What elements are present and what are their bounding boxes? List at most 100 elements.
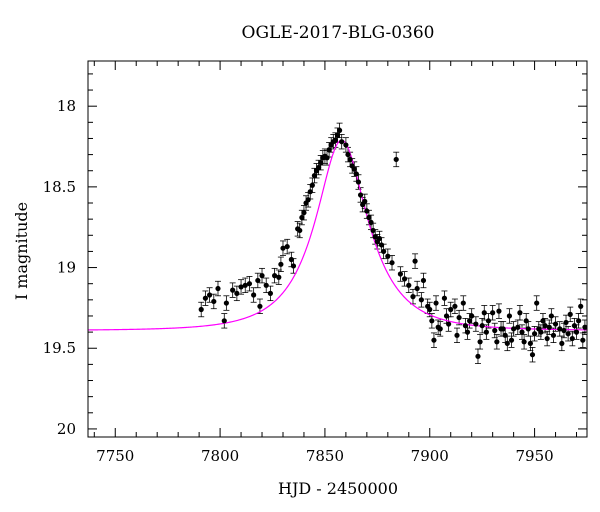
- data-point: [389, 260, 395, 266]
- data-point: [496, 308, 502, 314]
- model-fit-curve: [88, 139, 587, 331]
- data-point: [494, 339, 500, 345]
- data-point: [215, 285, 221, 292]
- data-point: [381, 248, 387, 255]
- data-point: [353, 171, 359, 177]
- data-point: [278, 261, 284, 267]
- x-axis-label: HJD - 2450000: [278, 479, 398, 498]
- data-point: [280, 245, 286, 251]
- x-tick-label: 7950: [515, 447, 553, 465]
- data-point: [429, 318, 435, 324]
- data-point: [309, 182, 315, 188]
- data-point: [511, 326, 517, 332]
- data-point: [504, 340, 510, 347]
- data-point: [351, 166, 357, 172]
- data-point: [546, 324, 552, 330]
- data-point: [531, 331, 538, 337]
- data-point: [202, 295, 209, 301]
- data-point: [441, 295, 448, 301]
- data-point: [481, 310, 487, 316]
- x-tick-label: 7750: [96, 447, 134, 465]
- data-point: [397, 271, 403, 277]
- data-point: [548, 313, 554, 319]
- data-point: [485, 318, 492, 324]
- data-point: [561, 327, 567, 334]
- data-point: [454, 332, 460, 338]
- data-point: [318, 160, 324, 166]
- data-point: [448, 306, 454, 313]
- data-point: [565, 331, 571, 337]
- data-point: [534, 300, 540, 306]
- data-point: [276, 274, 282, 280]
- plot-area: [88, 122, 587, 364]
- data-point: [357, 192, 364, 198]
- data-point: [305, 197, 311, 203]
- data-point: [207, 292, 213, 298]
- data-point: [456, 314, 462, 321]
- data-point: [521, 339, 527, 345]
- data-point: [576, 318, 582, 324]
- data-point: [259, 273, 265, 279]
- data-point: [198, 306, 204, 313]
- data-point: [433, 300, 439, 306]
- data-point: [582, 324, 587, 330]
- data-point: [345, 151, 351, 158]
- data-point: [443, 313, 450, 319]
- data-point: [490, 310, 496, 316]
- data-point: [466, 318, 473, 324]
- data-point: [517, 310, 523, 316]
- data-point: [324, 155, 330, 161]
- data-point: [272, 273, 278, 279]
- data-point: [370, 227, 376, 234]
- data-point: [299, 214, 305, 221]
- data-point: [569, 335, 575, 342]
- y-tick-label: 19.5: [43, 339, 76, 357]
- data-points: [198, 127, 587, 359]
- data-point: [251, 292, 257, 298]
- data-point: [246, 281, 253, 287]
- data-point: [492, 327, 498, 334]
- data-point: [563, 319, 569, 326]
- data-point: [221, 318, 227, 324]
- data-point: [307, 189, 313, 195]
- y-tick-label: 18.5: [43, 178, 76, 196]
- data-point: [525, 326, 531, 332]
- data-point: [437, 326, 443, 332]
- data-point: [483, 329, 489, 335]
- data-point: [571, 323, 578, 329]
- data-point: [523, 318, 529, 324]
- data-point: [410, 294, 416, 300]
- x-tick-label: 7800: [201, 447, 239, 465]
- data-point: [462, 323, 468, 329]
- data-point: [347, 156, 353, 163]
- data-point: [414, 285, 420, 292]
- data-point: [515, 324, 521, 330]
- y-tick-label: 19: [57, 259, 76, 277]
- data-point: [364, 208, 370, 214]
- x-tick-label: 7900: [411, 447, 449, 465]
- data-point: [412, 258, 418, 264]
- data-point: [336, 127, 343, 133]
- data-point: [420, 277, 427, 284]
- plot-frame: [87, 60, 588, 438]
- data-point: [573, 329, 580, 335]
- data-point: [290, 263, 297, 269]
- data-point: [406, 282, 412, 288]
- data-point: [297, 227, 303, 234]
- data-point: [578, 303, 584, 309]
- y-tick-label: 20: [57, 420, 76, 438]
- data-point: [477, 339, 483, 345]
- data-point: [288, 256, 294, 263]
- data-point: [362, 198, 368, 204]
- data-point: [334, 132, 341, 138]
- data-point: [550, 332, 557, 338]
- data-point: [284, 243, 290, 250]
- data-point: [452, 303, 458, 309]
- data-point: [469, 313, 475, 319]
- data-point: [567, 311, 573, 317]
- data-point: [242, 282, 248, 288]
- chart-title: OGLE-2017-BLG-0360: [242, 23, 435, 43]
- data-point: [401, 276, 408, 282]
- data-point: [368, 219, 374, 225]
- data-point: [508, 337, 515, 343]
